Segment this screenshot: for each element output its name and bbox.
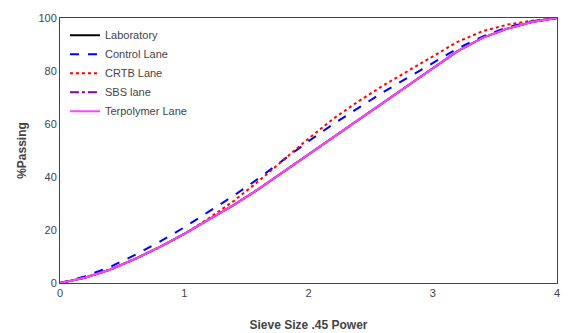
svg-text:Laboratory: Laboratory <box>105 29 158 41</box>
svg-text:2: 2 <box>305 287 311 299</box>
svg-text:80: 80 <box>45 65 57 77</box>
svg-text:100: 100 <box>38 12 56 24</box>
svg-text:4: 4 <box>554 287 560 299</box>
svg-text:CRTB Lane: CRTB Lane <box>105 67 162 79</box>
svg-text:40: 40 <box>45 171 57 183</box>
svg-text:Control Lane: Control Lane <box>105 48 168 60</box>
svg-text:0: 0 <box>57 287 63 299</box>
svg-text:1: 1 <box>181 287 187 299</box>
svg-text:60: 60 <box>45 118 57 130</box>
svg-text:Terpolymer Lane: Terpolymer Lane <box>105 105 187 117</box>
svg-text:3: 3 <box>430 287 436 299</box>
svg-text:20: 20 <box>45 224 57 236</box>
svg-text:SBS lane: SBS lane <box>105 86 151 98</box>
svg-text:Sieve Size .45 Power: Sieve Size .45 Power <box>249 318 367 332</box>
svg-text:%Passing: %Passing <box>15 122 29 179</box>
svg-text:0: 0 <box>51 277 57 289</box>
